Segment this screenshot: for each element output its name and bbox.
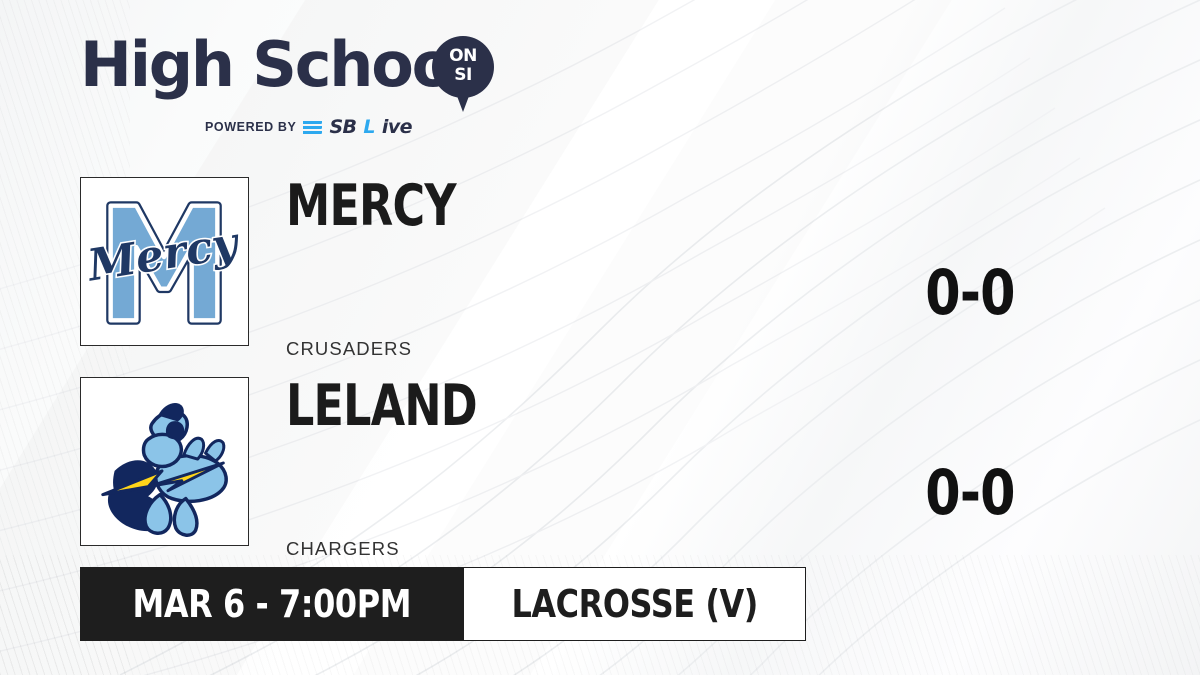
game-info-banner: MAR 6 - 7:00PM LACROSSE (V) bbox=[80, 567, 807, 641]
sblive-ive-text: ive bbox=[381, 116, 413, 138]
team-logo-mercy: Mercy bbox=[80, 177, 249, 346]
team-mascot-leland: CHARGERS bbox=[286, 538, 400, 559]
sblive-l-text: L bbox=[363, 116, 375, 138]
team-record-mercy: 0-0 bbox=[925, 256, 1015, 329]
on-si-pin-icon: ON SI bbox=[432, 36, 494, 114]
pin-label-on: ON bbox=[449, 46, 477, 66]
team-mascot-mercy: CRUSADERS bbox=[286, 338, 413, 359]
high-school-wordmark: High School bbox=[80, 28, 473, 101]
game-datetime-text: MAR 6 - 7:00PM bbox=[132, 582, 412, 626]
game-sport-block: LACROSSE (V) bbox=[463, 567, 807, 641]
game-sport-text: LACROSSE (V) bbox=[511, 582, 758, 626]
team-record-leland: 0-0 bbox=[925, 456, 1015, 529]
game-datetime-block: MAR 6 - 7:00PM bbox=[80, 567, 464, 641]
team-name-mercy: MERCY bbox=[286, 173, 457, 239]
sblive-sb-text: SB bbox=[329, 116, 357, 138]
team-logo-leland bbox=[80, 377, 249, 546]
team-name-leland: LELAND bbox=[286, 373, 478, 439]
pin-label-si: SI bbox=[454, 65, 472, 85]
powered-by-label: POWERED BY bbox=[205, 120, 297, 134]
sblive-mark-icon bbox=[303, 119, 323, 136]
